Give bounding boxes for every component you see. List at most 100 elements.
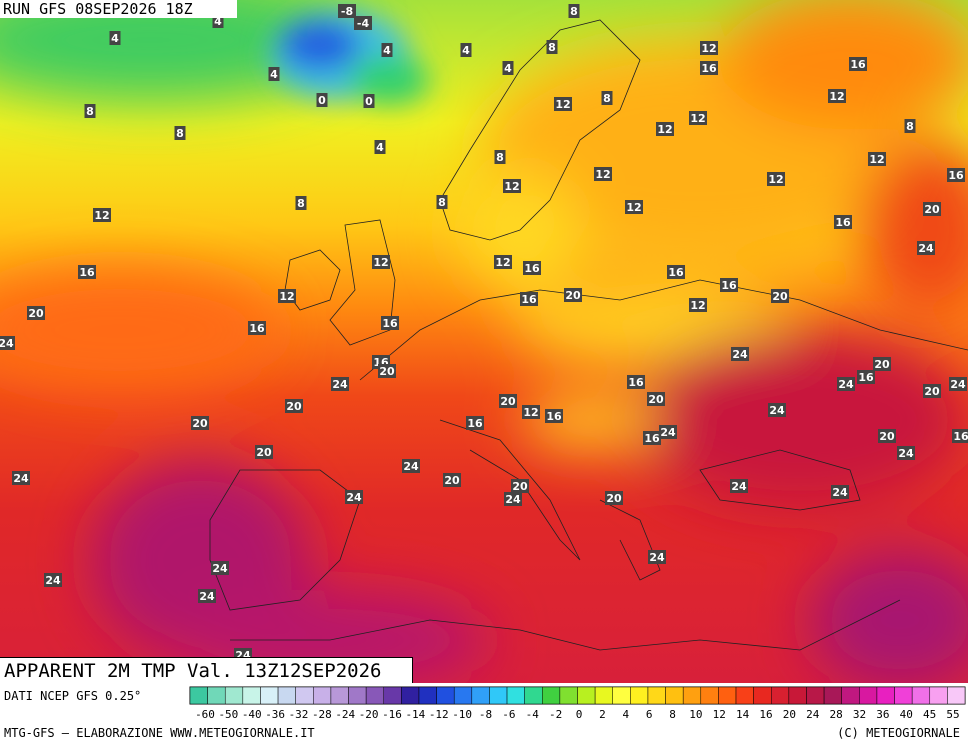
temp-label: 24 xyxy=(212,562,228,575)
label-box xyxy=(720,278,738,292)
temp-label: 24 xyxy=(0,337,14,350)
colorbar-swatch xyxy=(894,686,913,705)
colorbar-swatch xyxy=(665,686,684,705)
temp-label: 16 xyxy=(721,279,737,292)
label-box xyxy=(873,357,891,371)
temp-label: 16 xyxy=(249,322,265,335)
colorbar-tick-label: -8 xyxy=(479,708,492,721)
temp-label: 24 xyxy=(918,242,934,255)
map-title: APPARENT 2M TMP Val. 13Z12SEP2026 xyxy=(0,657,413,683)
colorbar-swatch xyxy=(348,686,367,705)
temp-label: 4 xyxy=(270,68,278,81)
colorbar-swatch xyxy=(682,686,702,705)
temp-label: 12 xyxy=(690,112,705,125)
label-box xyxy=(402,459,420,473)
temp-label: 24 xyxy=(898,447,914,460)
colorbar-swatch xyxy=(242,686,261,705)
label-box xyxy=(656,122,674,136)
label-box xyxy=(381,316,399,330)
colorbar-tick-label: 4 xyxy=(622,708,629,721)
label-box xyxy=(564,288,582,302)
colorbar-swatch xyxy=(700,686,719,705)
temp-label: 20 xyxy=(286,400,302,413)
label-box xyxy=(374,140,386,154)
temp-label: 12 xyxy=(595,168,610,181)
colorbar-swatch xyxy=(929,686,948,705)
temp-label: 16 xyxy=(858,371,874,384)
temp-label: 8 xyxy=(548,41,556,54)
label-box xyxy=(949,377,967,391)
colorbar-tick-label: -60 xyxy=(195,708,215,721)
colorbar-swatch xyxy=(612,686,631,705)
temp-label: 24 xyxy=(731,480,747,493)
colorbar-tick-label: -36 xyxy=(265,708,285,721)
label-box xyxy=(659,425,677,439)
temp-label: 16 xyxy=(79,266,95,279)
label-box xyxy=(627,375,645,389)
colorbar-swatch xyxy=(330,686,349,705)
colorbar-swatch xyxy=(771,686,790,705)
colorbar-tick-label: -40 xyxy=(242,708,262,721)
temp-label: 16 xyxy=(644,432,660,445)
temp-label: 4 xyxy=(462,44,470,57)
label-box xyxy=(248,321,266,335)
label-box xyxy=(503,179,521,193)
colorbar-swatch xyxy=(630,686,649,705)
label-box xyxy=(84,104,96,118)
temp-label: 20 xyxy=(772,290,788,303)
temp-label: 20 xyxy=(874,358,890,371)
label-box xyxy=(268,67,280,81)
temp-label: 0 xyxy=(318,94,326,107)
colorbar-swatch xyxy=(841,686,860,705)
temp-label: 4 xyxy=(111,32,119,45)
temp-label: 20 xyxy=(924,385,940,398)
temp-label: 16 xyxy=(628,376,644,389)
colorbar-swatch xyxy=(224,686,244,705)
label-box xyxy=(647,392,665,406)
colorbar-swatch xyxy=(365,686,384,705)
temp-label: 20 xyxy=(565,289,581,302)
colorbar-tick-label: -24 xyxy=(335,708,355,721)
label-box xyxy=(523,261,541,275)
label-box xyxy=(331,377,349,391)
label-box xyxy=(878,429,896,443)
label-box xyxy=(849,57,867,71)
temp-label: 20 xyxy=(512,480,528,493)
temp-label: 12 xyxy=(701,42,716,55)
colorbar-tick-label: -6 xyxy=(502,708,515,721)
label-box xyxy=(316,93,328,107)
colorbar-tick-label: 10 xyxy=(689,708,702,721)
label-box xyxy=(12,471,30,485)
colorbar-swatch xyxy=(277,686,296,705)
temp-label: 16 xyxy=(850,58,866,71)
colorbar-tick-label: 45 xyxy=(923,708,936,721)
temp-label: 8 xyxy=(176,127,184,140)
label-box xyxy=(504,492,522,506)
colorbar: -60 -50 -40 -36 -32 -28 -24 -20 -16 -14 -12 -10 -8 -6… xyxy=(189,686,966,721)
temp-label: 24 xyxy=(832,486,848,499)
colorbar-swatch xyxy=(471,686,490,705)
label-box xyxy=(834,215,852,229)
temp-label: 12 xyxy=(94,209,109,222)
label-box xyxy=(828,89,846,103)
colorbar-swatch xyxy=(436,686,455,705)
label-box xyxy=(546,40,558,54)
label-box xyxy=(93,208,111,222)
colorbar-swatch xyxy=(876,686,895,705)
colorbar-tick-label: -20 xyxy=(359,708,379,721)
temp-label: 20 xyxy=(879,430,895,443)
temp-label: 0 xyxy=(365,95,373,108)
label-box xyxy=(520,292,538,306)
colorbar-swatch xyxy=(718,686,737,705)
colorbar-swatch xyxy=(401,686,420,705)
label-box xyxy=(460,43,472,57)
temp-label: -4 xyxy=(357,17,370,30)
temp-label: 8 xyxy=(603,92,611,105)
label-box xyxy=(554,97,572,111)
temp-label: 16 xyxy=(701,62,717,75)
label-box xyxy=(731,347,749,361)
label-box xyxy=(689,111,707,125)
colorbar-swatch xyxy=(577,686,596,705)
temp-label: 24 xyxy=(332,378,348,391)
colorbar-swatch xyxy=(823,686,842,705)
